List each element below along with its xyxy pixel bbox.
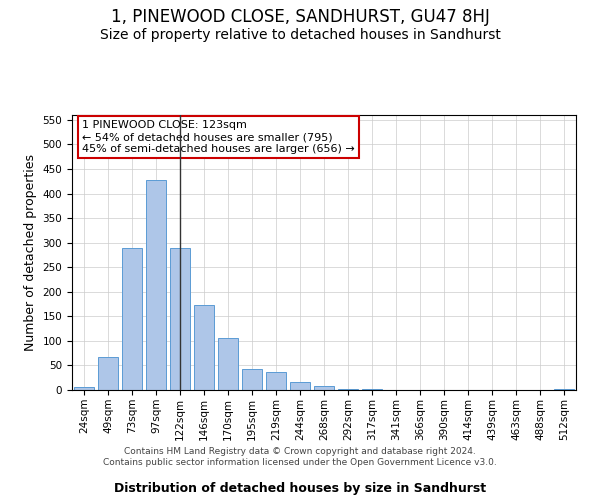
- Bar: [194, 305, 214, 390]
- Bar: [242, 369, 262, 390]
- Bar: [290, 382, 310, 390]
- Bar: [266, 372, 286, 390]
- Bar: [314, 386, 334, 390]
- Bar: [170, 248, 190, 390]
- Text: Contains HM Land Registry data © Crown copyright and database right 2024.
Contai: Contains HM Land Registry data © Crown c…: [103, 448, 497, 467]
- Y-axis label: Number of detached properties: Number of detached properties: [24, 154, 37, 351]
- Bar: [362, 389, 382, 390]
- Bar: [338, 388, 358, 390]
- Bar: [554, 389, 574, 390]
- Bar: [74, 386, 94, 390]
- Bar: [146, 180, 166, 390]
- Bar: [218, 338, 238, 390]
- Text: Distribution of detached houses by size in Sandhurst: Distribution of detached houses by size …: [114, 482, 486, 495]
- Bar: [122, 248, 142, 390]
- Text: 1 PINEWOOD CLOSE: 123sqm
← 54% of detached houses are smaller (795)
45% of semi-: 1 PINEWOOD CLOSE: 123sqm ← 54% of detach…: [82, 120, 355, 154]
- Text: 1, PINEWOOD CLOSE, SANDHURST, GU47 8HJ: 1, PINEWOOD CLOSE, SANDHURST, GU47 8HJ: [110, 8, 490, 26]
- Bar: [98, 356, 118, 390]
- Text: Size of property relative to detached houses in Sandhurst: Size of property relative to detached ho…: [100, 28, 500, 42]
